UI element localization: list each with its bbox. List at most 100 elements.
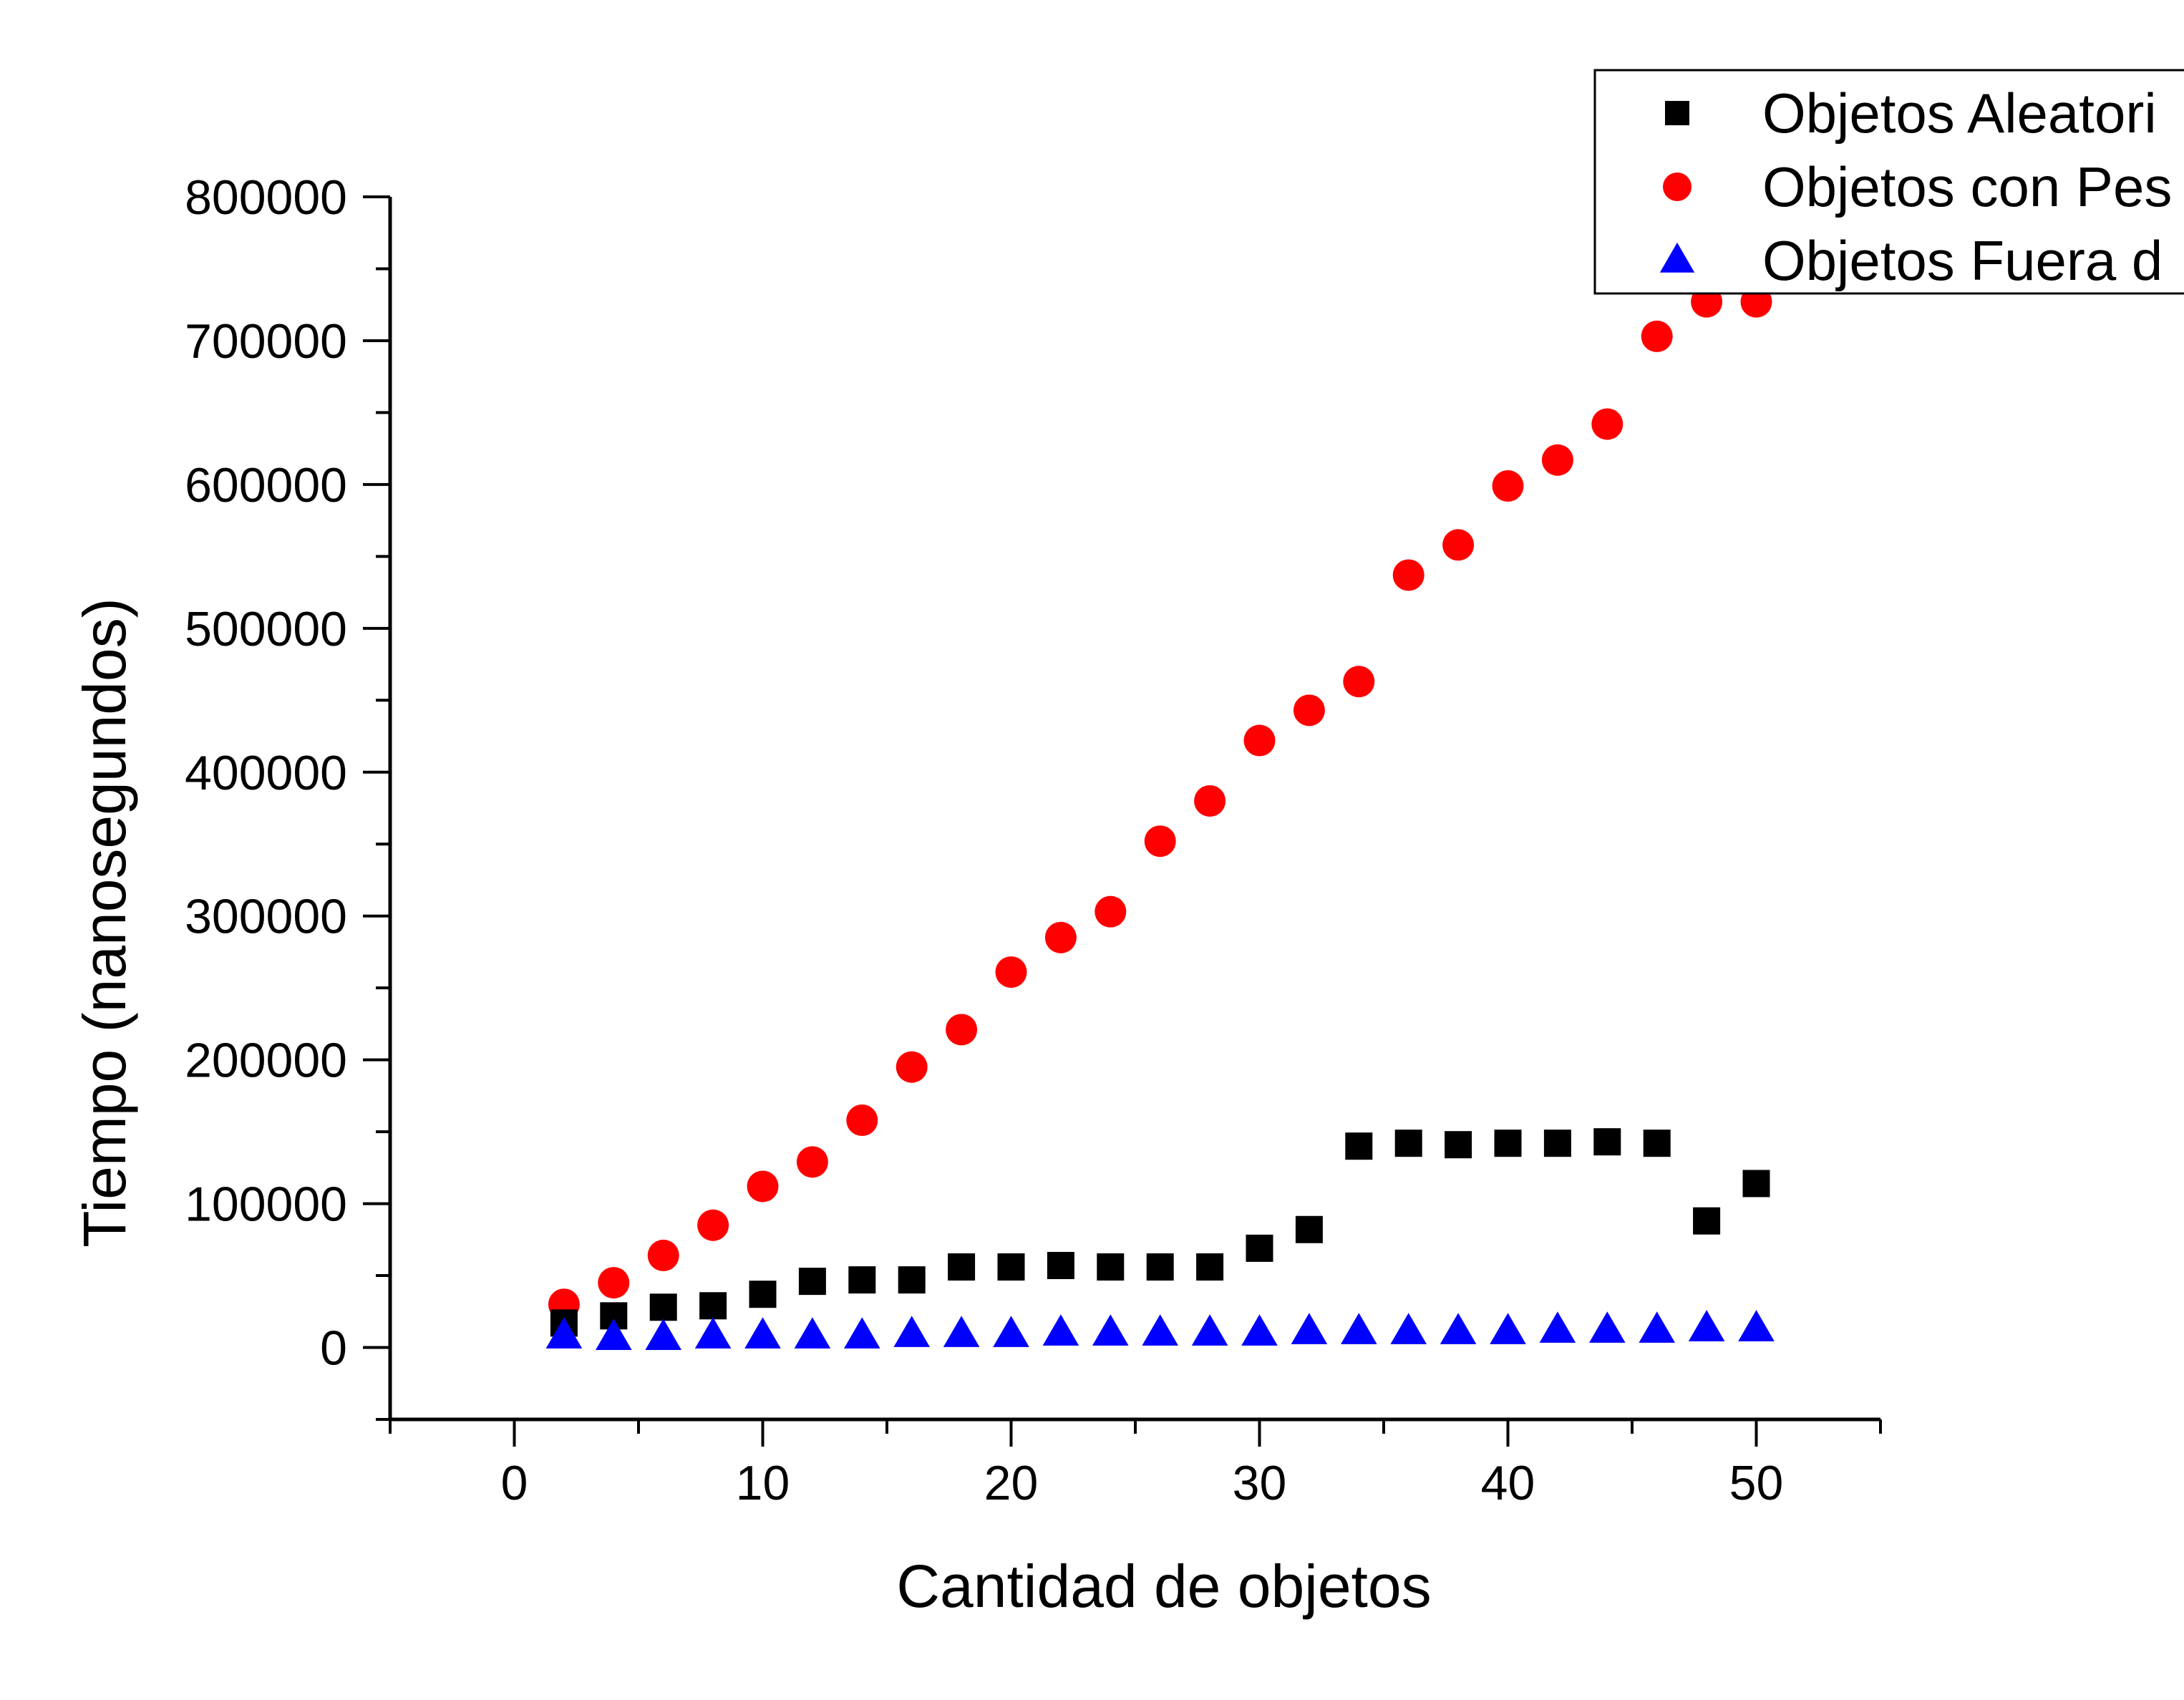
data-point [1591,408,1624,440]
data-point [749,1281,777,1308]
data-point [1095,895,1127,928]
data-point [1445,1131,1472,1159]
x-tick-label: 10 [736,1456,790,1510]
data-point [943,1316,980,1347]
data-point [647,1239,679,1271]
axis-ticks: 0 100000 200000 300000 400000 500000 600000 700… [185,170,1882,1510]
x-tick-label: 30 [1233,1456,1287,1510]
y-tick-label: 100000 [185,1177,347,1232]
data-point [1641,320,1673,352]
data-point [1494,1130,1522,1157]
data-point [1191,1314,1228,1346]
data-point [796,1146,828,1178]
data-point [1639,1311,1675,1343]
series-square [550,1128,1770,1337]
data-point [993,1316,1029,1347]
data-point [1742,1170,1770,1198]
data-point [794,1317,831,1349]
data-point [1044,921,1077,953]
data-point [798,1268,826,1296]
data-point [1738,1310,1775,1341]
legend-marker [1659,242,1695,273]
y-tick-label: 400000 [185,746,347,800]
data-point [1643,1130,1671,1157]
data-point [699,1292,727,1320]
data-point [1291,1313,1328,1344]
data-point [1097,1253,1125,1281]
x-tick-label: 40 [1481,1456,1535,1510]
data-point [948,1253,976,1281]
data-point [697,1209,729,1241]
y-tick-label: 0 [320,1321,347,1376]
data-marks [545,286,1775,1350]
data-point [844,1317,880,1349]
data-point [1142,1314,1178,1346]
legend-marker [1663,173,1692,201]
data-point [744,1317,781,1349]
series-triangle [545,1310,1775,1350]
data-point [1688,1310,1725,1341]
legend-label: Objetos Fuera d [1762,229,2163,292]
data-point [1047,1251,1074,1279]
x-tick-label: 0 [501,1456,528,1510]
y-tick-label: 800000 [185,170,347,225]
data-point [848,1266,876,1294]
data-point [596,1318,632,1350]
data-point [1042,1314,1079,1346]
data-point [1144,825,1176,858]
data-point [1490,1313,1526,1344]
data-point [1341,1313,1377,1344]
data-point [1394,1130,1422,1157]
data-point [1243,724,1276,757]
data-point [1241,1314,1278,1346]
data-point [997,1253,1025,1281]
data-point [1194,785,1226,817]
data-point [1345,1132,1373,1160]
data-point [649,1293,677,1321]
data-point [1390,1313,1427,1344]
series-circle [548,286,1772,1321]
data-point [1343,666,1375,698]
data-point [898,1266,926,1294]
x-axis-title: Cantidad de objetos [896,1553,1431,1620]
y-tick-label: 600000 [185,458,347,513]
data-point [1492,470,1524,502]
data-point [995,956,1027,989]
data-point [946,1014,978,1046]
legend-marker [1665,101,1689,125]
data-point [747,1170,779,1203]
data-point [1196,1253,1224,1281]
data-point [1593,1128,1621,1156]
y-axis-title: Tiempo (nanosegundos) [71,598,138,1247]
x-tick-label: 50 [1729,1456,1784,1510]
data-point [1541,444,1573,476]
data-point [893,1316,930,1347]
legend: Objetos Aleatori Objetos con Pes Objetos F… [1593,69,2184,295]
data-point [1293,694,1325,727]
data-point [1539,1311,1576,1343]
data-point [1295,1215,1323,1243]
data-point [1392,559,1425,591]
data-point [1693,1207,1721,1235]
data-point [1146,1253,1174,1281]
axes: Cantidad de objetos Tiempo (nanosegundos) [71,197,1880,1620]
data-point [598,1267,630,1299]
legend-box [1593,69,2184,295]
legend-label: Objetos Aleatori [1762,82,2157,145]
data-point [694,1317,732,1349]
data-point [1092,1314,1129,1346]
y-tick-label: 500000 [185,602,347,656]
data-point [1440,1313,1477,1344]
data-point [545,1317,583,1349]
y-tick-label: 300000 [185,890,347,944]
y-tick-label: 700000 [185,314,347,369]
data-point [645,1318,681,1350]
legend-label: Objetos con Pes [1762,155,2172,218]
x-tick-label: 20 [984,1456,1039,1510]
data-point [1543,1130,1571,1157]
data-point [1589,1311,1626,1343]
y-tick-label: 200000 [185,1034,347,1088]
data-point [896,1051,928,1083]
